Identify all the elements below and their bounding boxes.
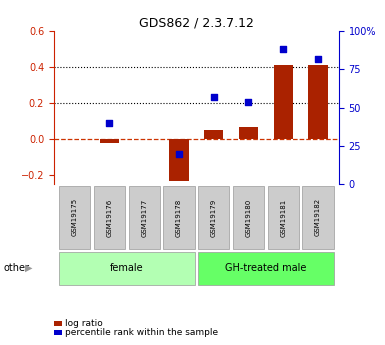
Bar xyxy=(268,186,299,249)
Point xyxy=(315,56,321,61)
Text: GSM19176: GSM19176 xyxy=(107,198,112,237)
Bar xyxy=(274,65,293,139)
Point xyxy=(176,151,182,156)
Title: GDS862 / 2.3.7.12: GDS862 / 2.3.7.12 xyxy=(139,17,254,30)
Bar xyxy=(59,253,194,285)
Point xyxy=(245,99,251,104)
Text: log ratio: log ratio xyxy=(65,319,103,328)
Bar xyxy=(100,139,119,143)
Text: GH-treated male: GH-treated male xyxy=(225,263,306,273)
Bar xyxy=(308,65,328,139)
Text: GSM19175: GSM19175 xyxy=(72,198,78,236)
Bar xyxy=(198,253,333,285)
Text: ▶: ▶ xyxy=(25,263,33,273)
Bar xyxy=(94,186,125,249)
Bar xyxy=(302,186,333,249)
Point xyxy=(211,94,217,100)
Text: GSM19177: GSM19177 xyxy=(141,198,147,237)
Bar xyxy=(169,139,189,181)
Text: female: female xyxy=(110,263,144,273)
Bar xyxy=(233,186,264,249)
Bar xyxy=(204,130,223,139)
Text: GSM19179: GSM19179 xyxy=(211,198,217,237)
Bar xyxy=(129,186,160,249)
Text: GSM19182: GSM19182 xyxy=(315,198,321,236)
Point xyxy=(280,47,286,52)
Text: GSM19178: GSM19178 xyxy=(176,198,182,237)
Text: GSM19180: GSM19180 xyxy=(246,198,251,237)
Text: other: other xyxy=(4,263,30,273)
Bar xyxy=(59,186,90,249)
Bar xyxy=(198,186,229,249)
Text: GSM19181: GSM19181 xyxy=(280,198,286,237)
Text: percentile rank within the sample: percentile rank within the sample xyxy=(65,328,219,337)
Point xyxy=(106,120,112,126)
Bar xyxy=(163,186,194,249)
Bar xyxy=(239,127,258,139)
